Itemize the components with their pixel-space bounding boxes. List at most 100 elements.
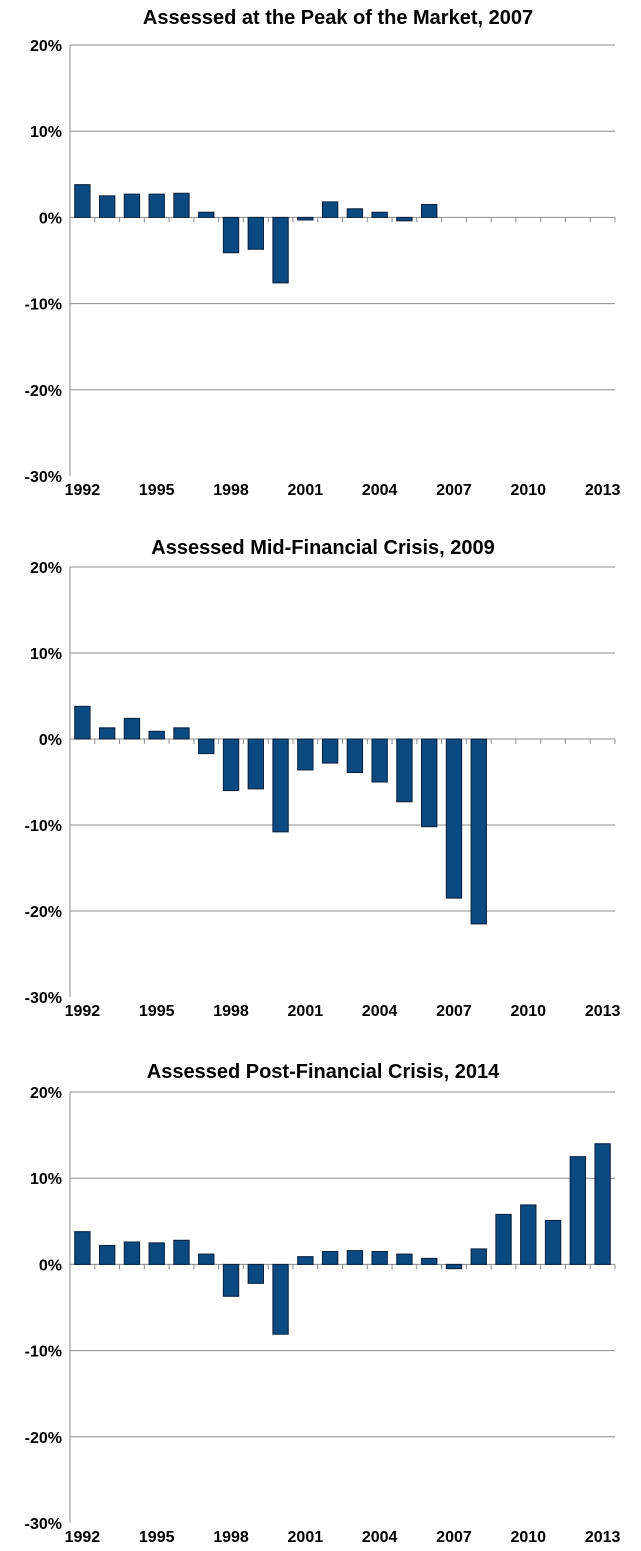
bar-2013	[594, 1143, 611, 1265]
x-tick-label: 2007	[436, 1529, 472, 1546]
bar-1999	[247, 738, 264, 790]
x-tick-label: 1992	[65, 1003, 101, 1020]
bar-2006	[421, 1257, 438, 1265]
y-tick-label: 0%	[39, 1257, 62, 1274]
bar-1992	[74, 184, 91, 218]
bar-2001	[297, 1256, 314, 1265]
bar-1992	[74, 1231, 91, 1265]
bar-2010	[520, 1204, 537, 1265]
y-tick-label: 10%	[30, 1171, 62, 1188]
y-tick-label: 0%	[39, 210, 62, 227]
bar-1993	[98, 727, 116, 740]
bar-2000	[272, 738, 289, 833]
x-tick-label: 2001	[288, 1529, 324, 1546]
x-tick-label: 2004	[362, 482, 398, 499]
y-tick-label: -20%	[25, 904, 62, 921]
y-tick-label: -10%	[25, 818, 62, 835]
y-tick-label: -30%	[25, 469, 62, 486]
bar-1996	[173, 727, 190, 740]
y-tick-label: 10%	[30, 124, 62, 141]
x-tick-label: 2004	[362, 1003, 398, 1020]
y-tick-label: 20%	[30, 38, 62, 55]
bar-2008	[470, 738, 487, 925]
bar-1993	[98, 195, 116, 218]
y-tick-label: -20%	[25, 383, 62, 400]
bar-2003	[346, 208, 364, 218]
bar-1997	[198, 211, 215, 218]
x-tick-label: 2010	[510, 1529, 546, 1546]
bar-2004	[371, 211, 388, 218]
bar-1999	[247, 216, 264, 250]
bar-2001	[297, 738, 314, 771]
x-tick-label: 1992	[65, 1529, 101, 1546]
y-tick-label: -30%	[25, 990, 62, 1007]
chart-title: Assessed at the Peak of the Market, 2007	[143, 7, 533, 29]
chart-title: Assessed Post-Financial Crisis, 2014	[147, 1061, 500, 1083]
x-tick-label: 2001	[288, 482, 324, 499]
x-tick-label: 2007	[436, 1003, 472, 1020]
x-tick-label: 1995	[139, 1529, 175, 1546]
bar-2012	[569, 1156, 587, 1265]
bar-1993	[98, 1244, 116, 1265]
bar-2002	[321, 201, 339, 218]
bar-1997	[198, 738, 215, 755]
y-tick-label: 20%	[30, 1085, 62, 1102]
bar-1998	[222, 216, 240, 254]
bar-2002	[321, 1250, 339, 1265]
bar-2011	[544, 1219, 562, 1265]
x-tick-label: 1995	[139, 482, 175, 499]
chart-mid-financial-crisis-2009: Assessed Mid-Financial Crisis, 2009 20% 1…	[25, 537, 621, 1020]
y-tick-label: 10%	[30, 646, 62, 663]
y-tick-label: -10%	[25, 1344, 62, 1361]
x-tick-label: 2013	[585, 1529, 621, 1546]
bar-1999	[247, 1263, 264, 1284]
bar-1995	[148, 1242, 165, 1265]
bar-2009	[495, 1213, 512, 1265]
bar-1995	[148, 193, 165, 218]
bar-2008	[470, 1248, 487, 1265]
bar-2002	[321, 738, 339, 764]
bar-2005	[396, 738, 413, 803]
bar-2004	[371, 1250, 388, 1265]
bar-2000	[272, 216, 289, 284]
bar-2006	[421, 738, 438, 828]
bar-2007	[445, 1263, 463, 1270]
x-tick-label: 1992	[65, 482, 101, 499]
x-tick-label: 1998	[213, 1529, 249, 1546]
bar-1994	[123, 1241, 141, 1265]
bar-1994	[123, 717, 141, 740]
chart-title: Assessed Mid-Financial Crisis, 2009	[151, 537, 495, 559]
y-tick-label: -20%	[25, 1430, 62, 1447]
x-tick-label: 2010	[510, 482, 546, 499]
bar-2000	[272, 1263, 289, 1335]
bar-2004	[371, 738, 388, 783]
x-tick-label: 1995	[139, 1003, 175, 1020]
x-tick-label: 1998	[213, 482, 249, 499]
bar-1996	[173, 1239, 190, 1265]
chart-post-financial-crisis-2014: Assessed Post-Financial Crisis, 2014 20%…	[25, 1061, 621, 1546]
bar-1995	[148, 730, 165, 740]
bar-2001	[297, 216, 314, 221]
x-tick-label: 2001	[288, 1003, 324, 1020]
x-tick-label: 2013	[585, 482, 621, 499]
bar-2005	[396, 216, 413, 222]
bar-2005	[396, 1253, 413, 1265]
x-tick-label: 2004	[362, 1529, 398, 1546]
bar-1997	[198, 1253, 215, 1265]
bar-1998	[222, 738, 240, 792]
x-tick-label: 2013	[585, 1003, 621, 1020]
bar-1996	[173, 192, 190, 218]
y-tick-label: 0%	[39, 732, 62, 749]
x-tick-label: 2007	[436, 482, 472, 499]
bar-1994	[123, 193, 141, 218]
bar-2007	[445, 738, 463, 899]
chart-peak-market-2007: Assessed at the Peak of the Market, 2007…	[25, 7, 621, 499]
x-tick-label: 1998	[213, 1003, 249, 1020]
bar-2003	[346, 1250, 364, 1265]
x-tick-label: 2010	[510, 1003, 546, 1020]
y-tick-label: -10%	[25, 297, 62, 314]
bar-1998	[222, 1263, 240, 1297]
y-tick-label: -30%	[25, 1516, 62, 1533]
bar-1992	[74, 705, 91, 740]
